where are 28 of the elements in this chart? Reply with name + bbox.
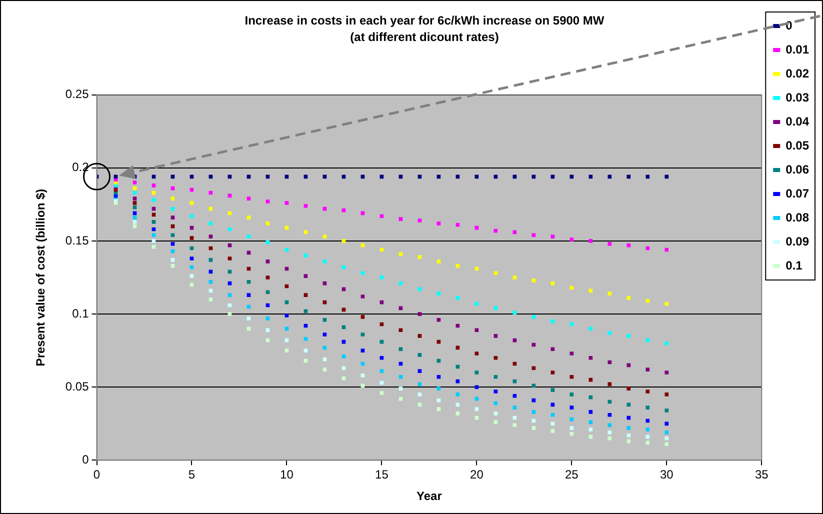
chart-subtitle: (at different dicount rates) (350, 30, 499, 44)
x-axis-title: Year (416, 489, 442, 504)
legend-label: 0.06 (786, 162, 810, 176)
y-tick-label: 0.05 (65, 379, 90, 394)
legend-label: 0.05 (786, 138, 810, 152)
chart-title: Increase in costs in each year for 6c/kWh increase on 5900 MW (244, 14, 605, 28)
legend-label: 0.01 (786, 42, 810, 56)
y-tick-label: 0 (82, 452, 90, 467)
y-axis-title: Present value of cost (billion $) (34, 188, 48, 366)
y-tick-label: 0.2 (72, 160, 90, 174)
legend-label: 0.08 (786, 210, 810, 224)
x-tick-label: 20 (470, 468, 484, 482)
y-tick-label: 0.15 (65, 233, 90, 248)
x-tick-label: 15 (375, 468, 389, 482)
x-tick-label: 0 (93, 468, 100, 482)
x-tick-label: 5 (188, 468, 196, 482)
y-tick-label: 0.1 (72, 306, 90, 320)
x-tick-label: 30 (660, 468, 674, 482)
x-tick-label: 25 (564, 468, 579, 482)
legend-label: 0.02 (786, 66, 810, 80)
legend-label: 0.07 (786, 186, 810, 200)
legend-label: 0.09 (786, 234, 810, 248)
legend-label: 0.03 (786, 90, 810, 104)
legend-label: 0.04 (786, 114, 810, 128)
legend-label: 0.1 (786, 258, 803, 272)
x-tick-label: 10 (280, 468, 294, 482)
x-tick-label: 35 (754, 468, 769, 482)
y-tick-label: 0.25 (65, 87, 90, 102)
